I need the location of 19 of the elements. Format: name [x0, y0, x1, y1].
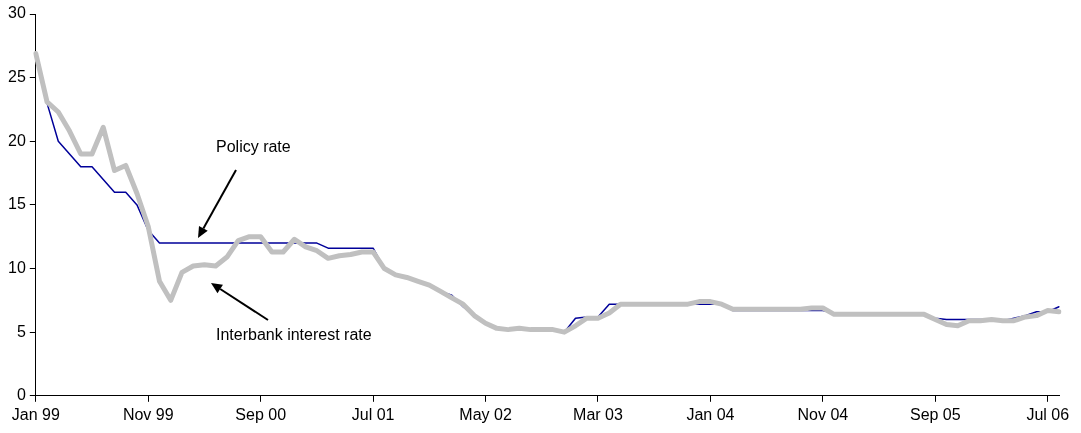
x-tick-label: May 02: [459, 405, 512, 423]
x-tick-label: Jul 06: [1026, 405, 1070, 423]
x-tick-label: Nov 04: [797, 405, 849, 423]
y-tick-label: 0: [16, 386, 26, 404]
x-tick-label: Sep 05: [909, 405, 961, 423]
x-tick-label: Nov 99: [122, 405, 174, 423]
x-tick-label: Sep 00: [235, 405, 287, 423]
y-tick-label: 5: [16, 322, 26, 340]
y-tick-label: 20: [8, 131, 26, 149]
x-tick-label: Jul 01: [351, 405, 395, 423]
y-tick-label: 15: [8, 195, 26, 213]
y-tick-label: 10: [8, 258, 26, 276]
x-tick-label: Mar 03: [573, 405, 623, 423]
y-tick-label: 30: [8, 4, 26, 22]
annotation: Policy rate: [216, 138, 291, 156]
x-tick-label: Jan 99: [11, 405, 60, 423]
y-tick-label: 25: [8, 68, 26, 86]
annotation: Interbank interest rate: [216, 326, 372, 344]
x-tick-label: Jan 04: [686, 405, 735, 423]
